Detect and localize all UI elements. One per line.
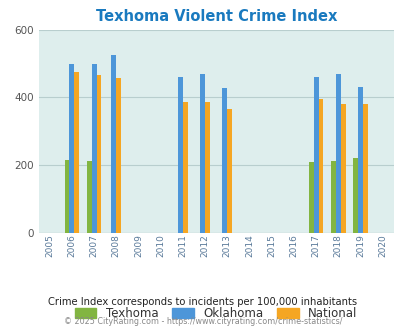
Bar	[69, 63, 74, 233]
Bar	[92, 63, 96, 233]
Legend: Texhoma, Oklahoma, National: Texhoma, Oklahoma, National	[71, 304, 360, 324]
Bar	[64, 160, 69, 233]
Bar	[87, 161, 92, 233]
Bar	[318, 99, 323, 233]
Bar	[227, 109, 232, 233]
Bar	[74, 72, 79, 233]
Bar	[313, 77, 318, 233]
Text: Crime Index corresponds to incidents per 100,000 inhabitants: Crime Index corresponds to incidents per…	[48, 297, 357, 307]
Bar	[352, 158, 357, 233]
Bar	[357, 86, 362, 233]
Bar	[340, 104, 345, 233]
Bar	[177, 77, 182, 233]
Bar	[308, 162, 313, 233]
Bar	[205, 102, 209, 233]
Bar	[222, 88, 227, 233]
Bar	[111, 55, 116, 233]
Bar	[182, 102, 187, 233]
Bar	[200, 74, 205, 233]
Title: Texhoma Violent Crime Index: Texhoma Violent Crime Index	[95, 9, 336, 24]
Bar	[330, 161, 335, 233]
Bar	[362, 105, 367, 233]
Bar	[116, 78, 121, 233]
Bar	[96, 75, 101, 233]
Text: © 2025 CityRating.com - https://www.cityrating.com/crime-statistics/: © 2025 CityRating.com - https://www.city…	[64, 317, 341, 326]
Bar	[335, 74, 340, 233]
